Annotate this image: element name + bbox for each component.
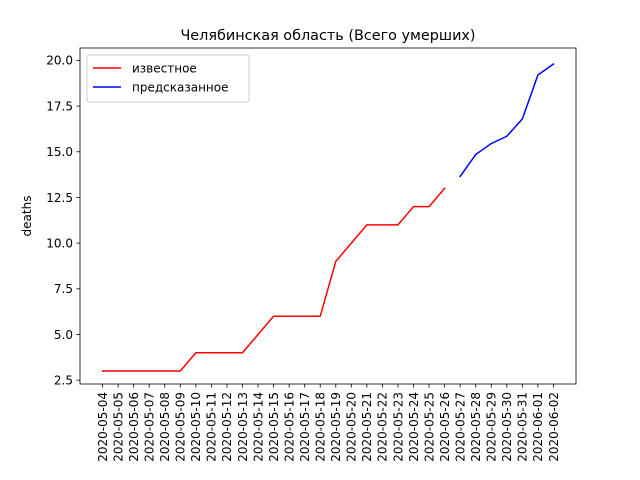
x-tick-label: 2020-05-11 bbox=[205, 392, 219, 462]
x-tick-label: 2020-05-22 bbox=[376, 392, 390, 462]
x-tick-label: 2020-05-20 bbox=[345, 392, 359, 462]
x-tick-label: 2020-06-02 bbox=[547, 392, 561, 462]
legend-label: предсказанное bbox=[132, 80, 229, 94]
y-tick-label: 12.5 bbox=[46, 191, 73, 205]
x-tick-label: 2020-05-24 bbox=[407, 392, 421, 462]
x-tick-label: 2020-05-18 bbox=[314, 392, 328, 462]
x-tick-label: 2020-05-08 bbox=[158, 392, 172, 462]
x-tick-label: 2020-05-17 bbox=[298, 392, 312, 462]
x-tick-label: 2020-05-30 bbox=[500, 392, 514, 462]
x-tick-label: 2020-05-23 bbox=[391, 392, 405, 462]
x-tick-label: 2020-05-05 bbox=[111, 392, 125, 462]
x-tick-label: 2020-05-13 bbox=[236, 392, 250, 462]
x-tick-label: 2020-06-01 bbox=[531, 392, 545, 462]
y-tick-label: 7.5 bbox=[54, 282, 73, 296]
y-axis: 2.5 5.0 7.5 10.0 12.5 15.0 17.5 20.0 bbox=[46, 54, 80, 387]
x-tick-label: 2020-05-19 bbox=[329, 392, 343, 462]
y-tick-label: 17.5 bbox=[46, 99, 73, 113]
x-tick-label: 2020-05-27 bbox=[453, 392, 467, 462]
x-tick-label: 2020-05-15 bbox=[267, 392, 281, 462]
x-tick-label: 2020-05-04 bbox=[96, 392, 110, 462]
chart-title: Челябинская область (Всего умерших) bbox=[180, 28, 475, 44]
x-tick-label: 2020-05-12 bbox=[220, 392, 234, 462]
x-tick-label: 2020-05-06 bbox=[127, 392, 141, 462]
y-tick-label: 15.0 bbox=[46, 145, 73, 159]
y-tick-label: 2.5 bbox=[54, 373, 73, 387]
series-line-1 bbox=[459, 63, 555, 178]
x-tick-label: 2020-05-16 bbox=[282, 392, 296, 462]
legend-label: известное bbox=[132, 61, 197, 75]
x-tick-label: 2020-05-10 bbox=[189, 392, 203, 462]
y-tick-label: 20.0 bbox=[46, 54, 73, 68]
x-axis: 2020-05-04 2020-05-05 2020-05-06 2020-05-07… bbox=[96, 384, 561, 462]
x-tick-label: 2020-05-14 bbox=[251, 392, 265, 462]
plot-lines bbox=[101, 63, 555, 372]
y-axis-label: deaths bbox=[20, 196, 34, 237]
plot-frame bbox=[79, 47, 577, 385]
x-tick-label: 2020-05-07 bbox=[142, 392, 156, 462]
y-tick-label: 5.0 bbox=[54, 328, 73, 342]
x-tick-label: 2020-05-09 bbox=[174, 392, 188, 462]
y-tick-label: 10.0 bbox=[46, 236, 73, 250]
legend: известное предсказанное bbox=[86, 54, 250, 103]
legend-box bbox=[86, 54, 250, 103]
x-tick-label: 2020-05-28 bbox=[469, 392, 483, 462]
x-tick-label: 2020-05-31 bbox=[516, 392, 530, 462]
x-tick-label: 2020-05-21 bbox=[360, 392, 374, 462]
x-tick-label: 2020-05-29 bbox=[485, 392, 499, 462]
x-tick-label: 2020-05-25 bbox=[422, 392, 436, 462]
x-tick-label: 2020-05-26 bbox=[438, 392, 452, 462]
series-line-0 bbox=[101, 187, 446, 372]
